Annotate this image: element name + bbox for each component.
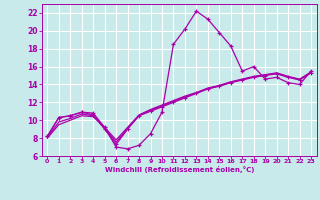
X-axis label: Windchill (Refroidissement éolien,°C): Windchill (Refroidissement éolien,°C) bbox=[105, 166, 254, 173]
